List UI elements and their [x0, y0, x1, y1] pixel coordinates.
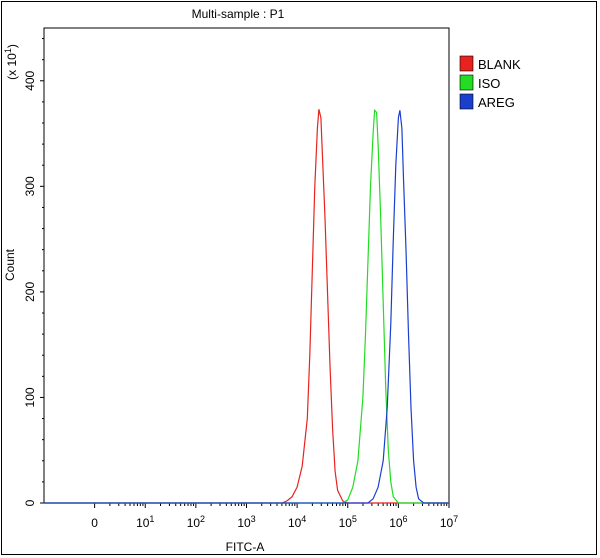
y-tick-label: 200 — [23, 282, 37, 302]
y-multiplier-prefix: (x 10 — [5, 53, 19, 80]
legend-swatch-iso — [459, 74, 474, 91]
x-tick-label: 101 — [136, 514, 154, 530]
y-multiplier-exponent: 1 — [3, 48, 13, 53]
y-tick-label: 400 — [23, 70, 37, 90]
x-tick-label: 106 — [389, 514, 407, 530]
y-multiplier-suffix: ) — [5, 44, 19, 48]
x-axis-label: FITC-A — [226, 540, 265, 554]
x-tick-label: 0 — [91, 516, 98, 530]
x-tick-label: 107 — [440, 514, 458, 530]
histogram-series — [44, 108, 449, 504]
y-tick-label: 0 — [23, 499, 37, 506]
series-line-areg — [44, 110, 449, 504]
legend-label-areg: AREG — [478, 95, 515, 110]
legend-label-iso: ISO — [478, 76, 500, 91]
y-axis-ticks: 0 100 200 300 400 — [23, 38, 44, 506]
chart-title: Multi-sample : P1 — [192, 7, 285, 21]
y-axis-label: Count — [3, 248, 17, 281]
legend-swatch-blank — [459, 55, 474, 72]
y-multiplier-label: (x 101) — [3, 44, 19, 80]
series-line-blank — [44, 109, 449, 504]
series-line-iso — [44, 108, 449, 504]
y-tick-label: 100 — [23, 387, 37, 407]
x-axis-ticks: 0 101 102 103 104 105 106 107 — [91, 503, 458, 530]
legend: BLANK ISO AREG — [459, 55, 521, 110]
y-tick-label: 300 — [23, 176, 37, 196]
x-tick-label: 105 — [339, 514, 357, 530]
x-tick-label: 104 — [288, 514, 306, 530]
plot-area — [43, 27, 450, 504]
legend-swatch-areg — [459, 93, 474, 110]
svg-text:(x 101): (x 101) — [3, 44, 19, 80]
x-tick-label: 103 — [237, 514, 255, 530]
legend-label-blank: BLANK — [478, 57, 521, 72]
x-tick-label: 102 — [187, 514, 205, 530]
